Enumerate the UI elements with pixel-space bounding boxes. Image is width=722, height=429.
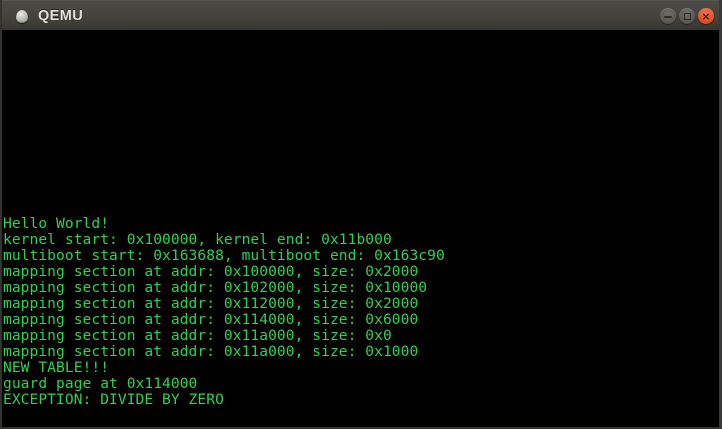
close-icon: × xyxy=(701,9,711,23)
window-controls: × xyxy=(660,8,714,24)
console-line: mapping section at addr: 0x114000, size:… xyxy=(3,311,419,328)
console-line: kernel start: 0x100000, kernel end: 0x11… xyxy=(3,231,392,248)
window-titlebar[interactable]: QEMU × xyxy=(2,0,719,30)
console-line: mapping section at addr: 0x11a000, size:… xyxy=(3,343,419,360)
console-line: mapping section at addr: 0x100000, size:… xyxy=(3,263,419,280)
console-line: Hello World! xyxy=(3,215,110,232)
qemu-terminal-display[interactable]: Hello World! kernel start: 0x100000, ker… xyxy=(2,30,719,427)
qemu-app-icon xyxy=(16,10,28,23)
console-line: mapping section at addr: 0x11a000, size:… xyxy=(3,327,392,344)
console-line: NEW TABLE!!! xyxy=(3,359,110,376)
maximize-button[interactable] xyxy=(679,8,695,24)
minimize-button[interactable] xyxy=(660,8,676,24)
minimize-icon xyxy=(664,15,672,18)
console-line: guard page at 0x114000 xyxy=(3,375,198,392)
console-line: EXCEPTION: DIVIDE BY ZERO xyxy=(3,391,224,408)
console-line: mapping section at addr: 0x102000, size:… xyxy=(3,279,428,296)
window-title: QEMU xyxy=(38,8,84,24)
maximize-icon xyxy=(683,12,691,20)
console-output: Hello World! kernel start: 0x100000, ker… xyxy=(2,216,719,408)
console-line: multiboot start: 0x163688, multiboot end… xyxy=(3,247,445,264)
console-line: mapping section at addr: 0x112000, size:… xyxy=(3,295,419,312)
close-button[interactable]: × xyxy=(698,8,714,24)
